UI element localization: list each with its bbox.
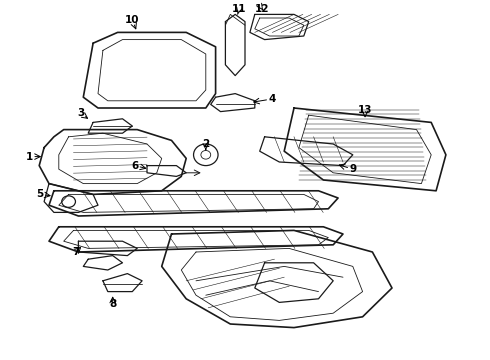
Text: 9: 9 [349,164,356,174]
Text: 7: 7 [72,247,80,257]
Text: 1: 1 [26,152,33,162]
Text: 10: 10 [125,15,140,25]
Text: 11: 11 [232,4,246,14]
Text: 3: 3 [77,108,84,118]
Text: 13: 13 [358,105,372,115]
Text: 6: 6 [131,161,138,171]
Text: 12: 12 [255,4,270,14]
Text: 8: 8 [109,299,116,309]
Text: 2: 2 [202,139,209,149]
Text: 5: 5 [37,189,44,199]
Text: 4: 4 [268,94,276,104]
